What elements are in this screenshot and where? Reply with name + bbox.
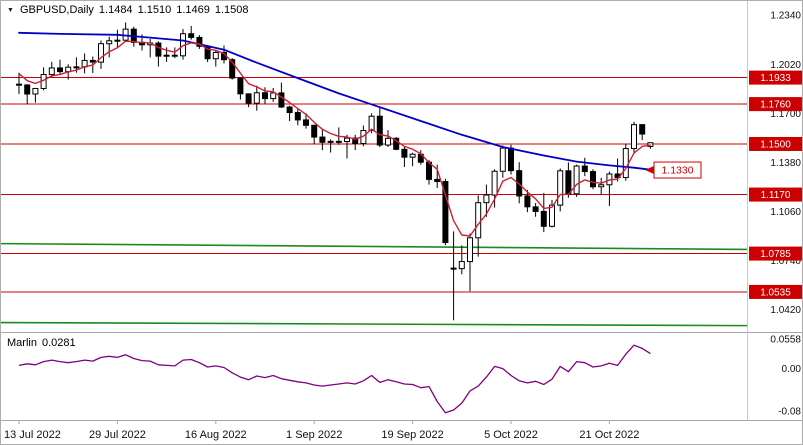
ohlc-low: 1.1469 [176, 4, 210, 16]
date-tick-label: 5 Oct 2022 [484, 429, 538, 441]
indicator-tick-label: 0.0558 [770, 334, 801, 345]
price-level-badge-label: 1.0535 [760, 287, 791, 298]
price-tick-label: 1.1700 [770, 109, 801, 120]
indicator-name: Marlin [7, 337, 37, 349]
date-tick-label: 16 Aug 2022 [185, 429, 247, 441]
price-level-badge [749, 187, 802, 202]
date-tick-label: 29 Jul 2022 [89, 429, 146, 441]
price-callout-box [653, 161, 702, 179]
panel-separators [1, 1, 802, 421]
price-tick-label: 1.1380 [770, 158, 801, 169]
price-level-badge [749, 97, 802, 112]
trend-lines [1, 242, 748, 327]
price-level-badge [749, 70, 802, 85]
price-level-badge [749, 136, 802, 151]
indicator-axis: 0.0558 0.00 -0.08 [770, 334, 801, 417]
symbol-timeframe-label: GBPUSD,Daily [19, 4, 94, 16]
price-callout-label: 1.1330 [661, 165, 693, 177]
indicator-label: Marlin 0.0281 [7, 337, 76, 349]
price-callout: 1.1330 [645, 161, 702, 179]
price-tick-label: 1.2020 [770, 60, 801, 71]
candlesticks [16, 22, 654, 321]
date-tick-label: 13 Jul 2022 [4, 429, 61, 441]
price-level-badge [749, 246, 802, 261]
price-level-badge-label: 1.1170 [761, 190, 791, 201]
date-axis: 13 Jul 2022 29 Jul 2022 16 Aug 2022 1 Sep 2… [4, 420, 639, 441]
slow-ma-line [18, 31, 652, 171]
price-level-badge-label: 1.0785 [760, 249, 791, 260]
support-resistance-lines [1, 77, 747, 293]
date-tick-label: 21 Oct 2022 [579, 429, 639, 441]
indicator-value: 0.0281 [41, 337, 76, 349]
price-level-badge [749, 284, 802, 299]
price-level-badge-label: 1.1500 [760, 139, 791, 150]
fast-ma-line [18, 40, 652, 237]
indicator-tick-label: -0.08 [778, 407, 801, 418]
indicator-tick-label: 0.00 [782, 364, 802, 375]
price-tick-label: 1.0740 [770, 256, 801, 267]
price-tick-label: 1.0420 [770, 305, 801, 316]
date-tick-label: 1 Sep 2022 [286, 429, 342, 441]
chart-title-bar: ▼ GBPUSD,Daily 1.1484 1.1510 1.1469 1.15… [7, 4, 249, 16]
price-level-badge-label: 1.1760 [760, 100, 791, 111]
date-tick-label: 19 Sep 2022 [381, 429, 443, 441]
ohlc-high: 1.1510 [137, 4, 172, 16]
price-tick-label: 1.1060 [770, 207, 801, 218]
marlin-indicator-line [18, 344, 651, 414]
price-level-badge-label: 1.1933 [760, 73, 791, 84]
ohlc-open: 1.1484 [98, 4, 133, 16]
price-axis: 1.2340 1.2020 1.1700 1.1380 1.1060 1.0740 1.04… [749, 11, 802, 316]
price-tick-label: 1.2340 [770, 11, 801, 22]
ohlc-close: 1.1508 [214, 4, 249, 16]
symbol-dropdown-icon[interactable]: ▼ [7, 6, 14, 14]
